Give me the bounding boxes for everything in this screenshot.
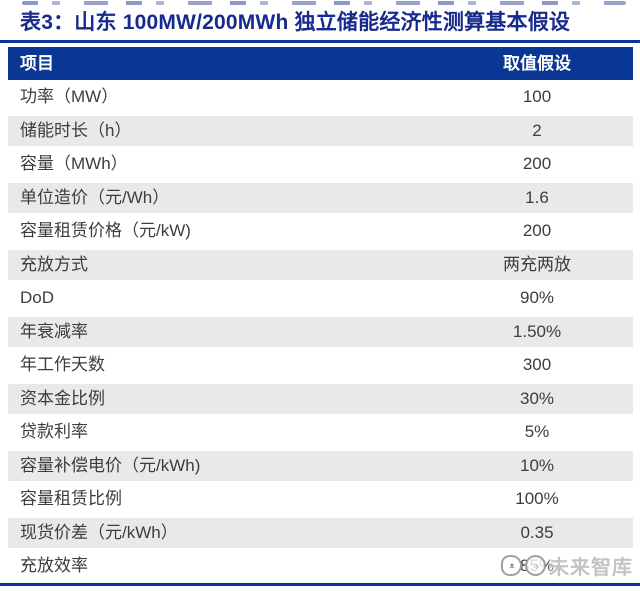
table-row: 容量补偿电价（元/kWh) 10% <box>8 448 633 482</box>
row-value: 85% <box>519 556 555 576</box>
row-item-label: 年工作天数 <box>20 355 105 375</box>
row-value: 200 <box>522 221 552 241</box>
row-value: 90% <box>519 288 555 308</box>
row-item-label: 资本金比例 <box>20 388 105 408</box>
row-item-label: 容量租赁比例 <box>20 489 122 509</box>
row-item-label: 贷款利率 <box>20 422 88 442</box>
column-header-item: 项目 <box>20 54 54 73</box>
table-row: 现货价差（元/kWh） 0.35 <box>8 515 633 549</box>
table-row: 容量（MWh） 200 <box>8 147 633 181</box>
row-value: 10% <box>519 455 555 475</box>
row-value: 100% <box>515 489 559 509</box>
top-rule <box>0 40 640 43</box>
table-row: 贷款利率 5% <box>8 415 633 449</box>
row-value: 1.50% <box>512 321 562 341</box>
row-item-label: 单位造价（元/Wh） <box>20 187 170 207</box>
table-row: 功率（MW） 100 <box>8 80 633 114</box>
row-item-label: 容量（MWh） <box>20 154 128 174</box>
table-row: 充放效率 85% <box>8 549 633 583</box>
table-row: 资本金比例 30% <box>8 381 633 415</box>
row-item-label: DoD <box>20 288 55 308</box>
row-value: 1.6 <box>525 187 549 207</box>
table-row: 年衰减率 1.50% <box>8 314 633 348</box>
table-body: 功率（MW） 100 储能时长（h） 2 容量（MWh） 200 单位造价（元/Wh） 1.6… <box>8 80 633 583</box>
row-item-label: 功率（MW） <box>20 87 119 107</box>
bottom-rule <box>0 583 640 586</box>
row-value: 100 <box>522 87 552 107</box>
row-item-label: 充放效率 <box>20 556 88 576</box>
cropped-text-artifact <box>22 1 626 5</box>
row-item-label: 充放方式 <box>20 254 88 274</box>
table-row: 单位造价（元/Wh） 1.6 <box>8 180 633 214</box>
row-item-label: 容量租赁价格（元/kW) <box>20 221 191 241</box>
row-item-label: 年衰减率 <box>20 321 88 341</box>
row-value: 两充两放 <box>503 254 571 274</box>
column-header-value: 取值假设 <box>503 54 571 73</box>
table-row: DoD 90% <box>8 281 633 315</box>
table-header-row: 项目 取值假设 <box>8 47 633 80</box>
table-title: 表3：山东 100MW/200MWh 独立储能经济性测算基本假设 <box>20 11 571 34</box>
row-value: 30% <box>519 388 555 408</box>
row-value: 300 <box>522 355 552 375</box>
row-value: 5% <box>524 422 550 442</box>
table-row: 充放方式 两充两放 <box>8 247 633 281</box>
row-item-label: 容量补偿电价（元/kWh) <box>20 455 201 475</box>
row-value: 2 <box>532 120 542 140</box>
table-row: 容量租赁价格（元/kW) 200 <box>8 214 633 248</box>
row-value: 0.35 <box>520 522 554 542</box>
assumptions-table: 项目 取值假设 功率（MW） 100 储能时长（h） 2 容量（MWh） 200 单位造价（… <box>8 47 633 583</box>
row-item-label: 现货价差（元/kWh） <box>20 522 178 542</box>
table-row: 容量租赁比例 100% <box>8 482 633 516</box>
table-row: 年工作天数 300 <box>8 348 633 382</box>
row-value: 200 <box>522 154 552 174</box>
table-row: 储能时长（h） 2 <box>8 113 633 147</box>
row-item-label: 储能时长（h） <box>20 120 132 140</box>
